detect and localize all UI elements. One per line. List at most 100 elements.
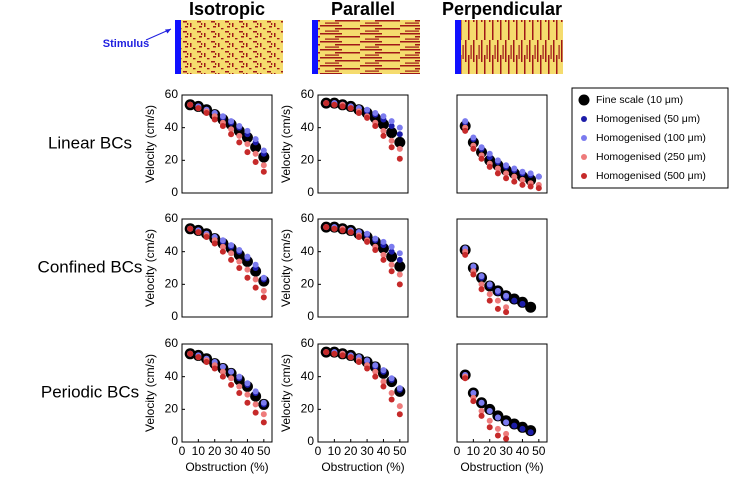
point xyxy=(478,407,485,414)
point xyxy=(486,424,493,431)
row-label: Linear BCs xyxy=(48,133,132,152)
point xyxy=(228,381,235,388)
point xyxy=(372,368,379,375)
point xyxy=(252,150,259,157)
row-label: Confined BCs xyxy=(38,257,143,276)
point xyxy=(260,168,267,175)
point xyxy=(396,145,403,152)
point xyxy=(388,268,395,275)
y-tick-label: 60 xyxy=(165,87,179,101)
plot-frame xyxy=(317,94,409,194)
stimulus-images: Stimulus xyxy=(103,20,563,74)
point xyxy=(219,113,226,120)
point xyxy=(236,123,243,130)
point xyxy=(372,247,379,254)
y-axis-label: Velocity (cm/s) xyxy=(279,354,293,432)
point xyxy=(331,225,338,232)
point xyxy=(511,178,518,185)
point xyxy=(364,357,371,364)
point xyxy=(519,176,526,183)
y-tick-label: 20 xyxy=(165,153,179,167)
point xyxy=(388,248,395,255)
point xyxy=(470,398,477,405)
point xyxy=(494,297,501,304)
point xyxy=(470,134,477,141)
point xyxy=(211,116,218,123)
point xyxy=(260,411,267,418)
stimulus-bar xyxy=(312,20,318,74)
x-tick-label: 50 xyxy=(532,444,546,458)
plot-frame xyxy=(181,343,273,443)
point xyxy=(187,225,194,232)
point xyxy=(211,240,218,247)
point xyxy=(323,100,330,107)
legend-label: Homogenised (100 μm) xyxy=(596,132,706,144)
point xyxy=(236,258,243,265)
plot-frame xyxy=(317,343,409,443)
legend-marker xyxy=(581,154,587,160)
y-tick-label: 60 xyxy=(301,211,315,225)
point xyxy=(503,430,510,437)
y-tick-label: 60 xyxy=(165,336,179,350)
point xyxy=(244,149,251,156)
point xyxy=(331,101,338,108)
point xyxy=(372,373,379,380)
point xyxy=(535,185,542,192)
legend-label: Fine scale (10 μm) xyxy=(596,94,683,106)
point xyxy=(244,274,251,281)
point xyxy=(203,109,210,116)
x-tick-label: 30 xyxy=(224,444,238,458)
point xyxy=(462,127,469,134)
point xyxy=(486,291,493,298)
point xyxy=(244,391,251,398)
point xyxy=(195,354,202,361)
point xyxy=(219,237,226,244)
point xyxy=(396,271,403,278)
y-tick-label: 60 xyxy=(301,87,315,101)
point xyxy=(252,276,259,283)
point xyxy=(503,304,510,311)
point xyxy=(260,287,267,294)
point xyxy=(388,243,395,250)
point xyxy=(260,162,267,169)
point xyxy=(462,251,469,258)
y-axis-label: Velocity (cm/s) xyxy=(279,105,293,183)
point xyxy=(236,390,243,396)
point xyxy=(519,181,526,188)
point xyxy=(494,287,501,294)
point xyxy=(364,365,371,372)
point xyxy=(228,242,235,249)
point xyxy=(396,385,403,392)
point xyxy=(252,388,259,395)
point xyxy=(380,383,387,390)
point xyxy=(339,103,346,110)
y-tick-label: 40 xyxy=(165,369,179,383)
point xyxy=(486,297,493,304)
point xyxy=(380,251,387,258)
point xyxy=(535,173,542,180)
stimulus-bar xyxy=(175,20,181,74)
point xyxy=(195,105,202,112)
point xyxy=(470,145,477,152)
point xyxy=(511,422,518,429)
point xyxy=(219,373,226,380)
y-tick-label: 0 xyxy=(307,185,314,199)
legend-marker xyxy=(581,173,587,179)
point xyxy=(380,378,387,385)
stimulus-label: Stimulus xyxy=(103,38,149,50)
point xyxy=(503,170,510,177)
point xyxy=(519,168,526,175)
y-tick-label: 60 xyxy=(301,336,315,350)
point xyxy=(470,263,477,270)
x-tick-label: 0 xyxy=(179,444,186,458)
point xyxy=(380,127,387,134)
point xyxy=(244,399,251,406)
x-tick-label: 0 xyxy=(315,444,322,458)
point xyxy=(380,367,387,374)
point xyxy=(219,363,226,370)
column-title: Parallel xyxy=(331,0,395,19)
point xyxy=(236,265,243,271)
point xyxy=(396,124,403,131)
point xyxy=(252,284,259,291)
